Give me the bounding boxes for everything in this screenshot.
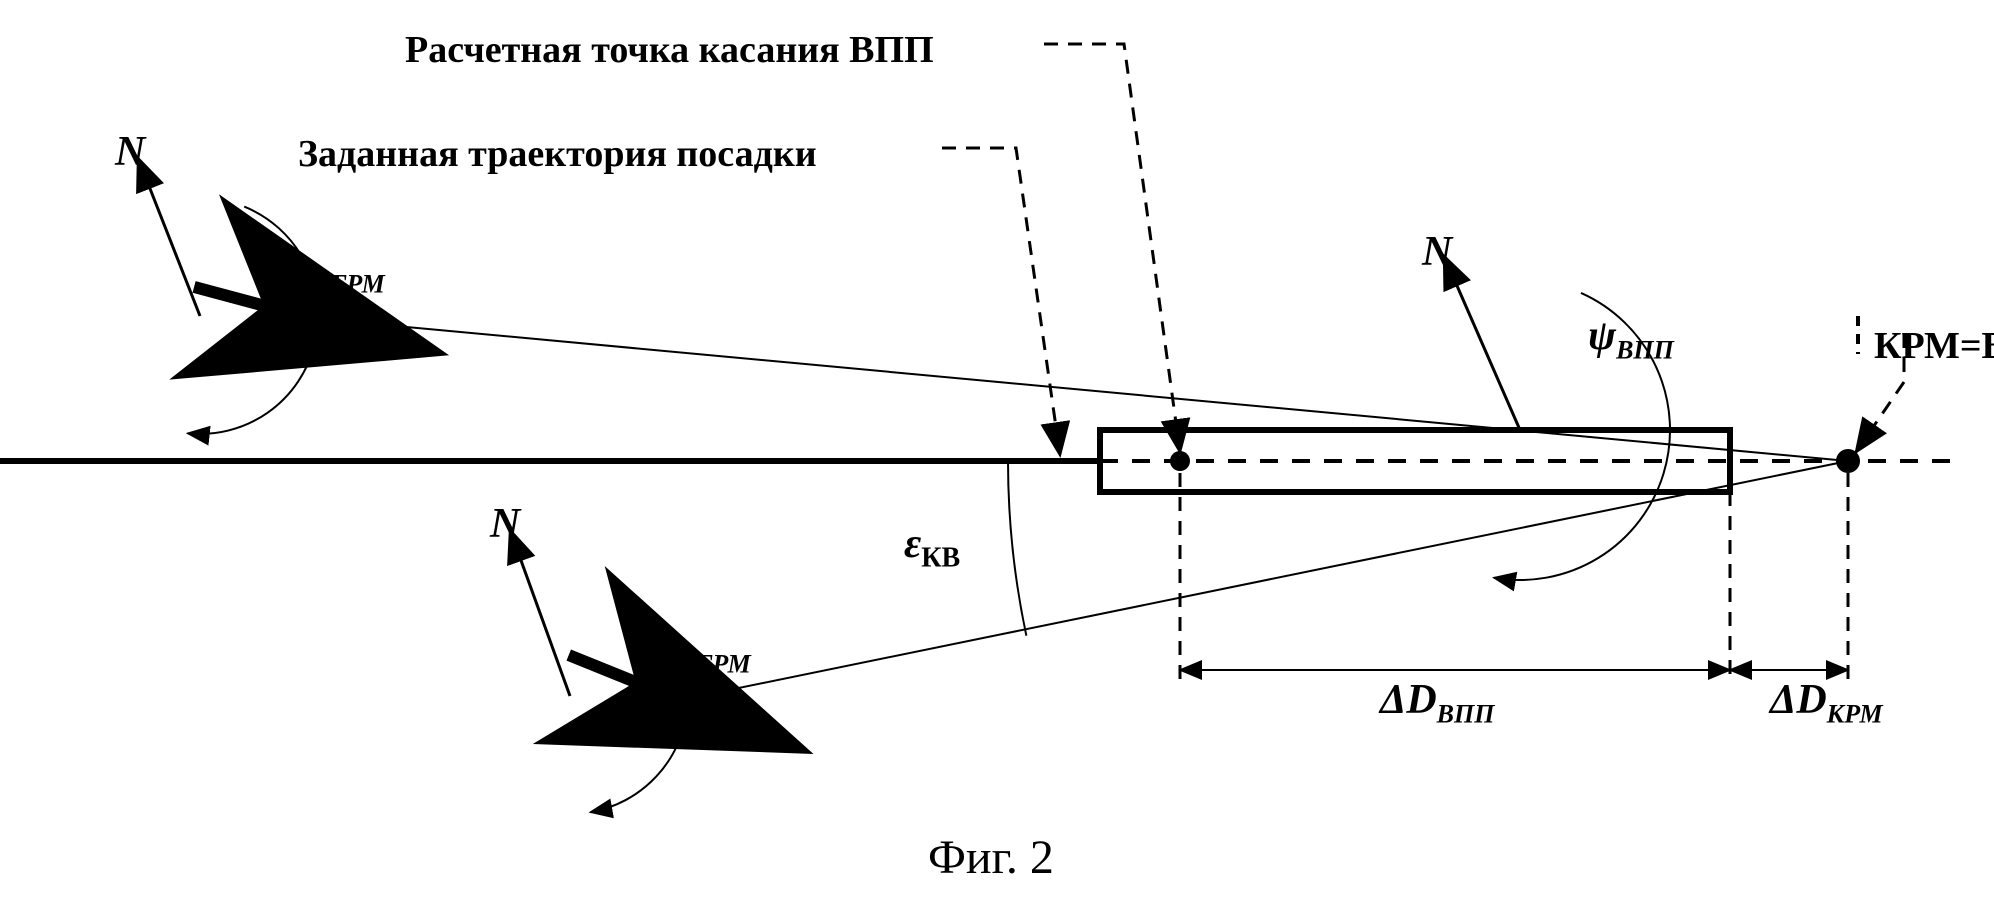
n-right-label: N	[1422, 228, 1452, 276]
dd-vpp-label: ΔDВПП	[1380, 676, 1494, 729]
n-lower-label: N	[490, 500, 520, 548]
touchdown-title: Расчетная точка касания ВПП	[405, 28, 934, 72]
p-lower-label: РВКГРМ	[636, 626, 751, 679]
psi-label: ψВПП	[1588, 312, 1674, 365]
figure-caption: Фиг. 2	[928, 830, 1054, 885]
p-upper-label: РВКГРМ	[270, 246, 385, 299]
eps-label: εКВ	[904, 520, 960, 574]
beacon-title: КРМ=ВКГРМ	[1874, 324, 1994, 368]
n-upper-label: N	[115, 128, 145, 176]
dd-krm-label: ΔDКРМ	[1770, 676, 1883, 729]
trajectory-title: Заданная траектория посадки	[298, 132, 817, 176]
